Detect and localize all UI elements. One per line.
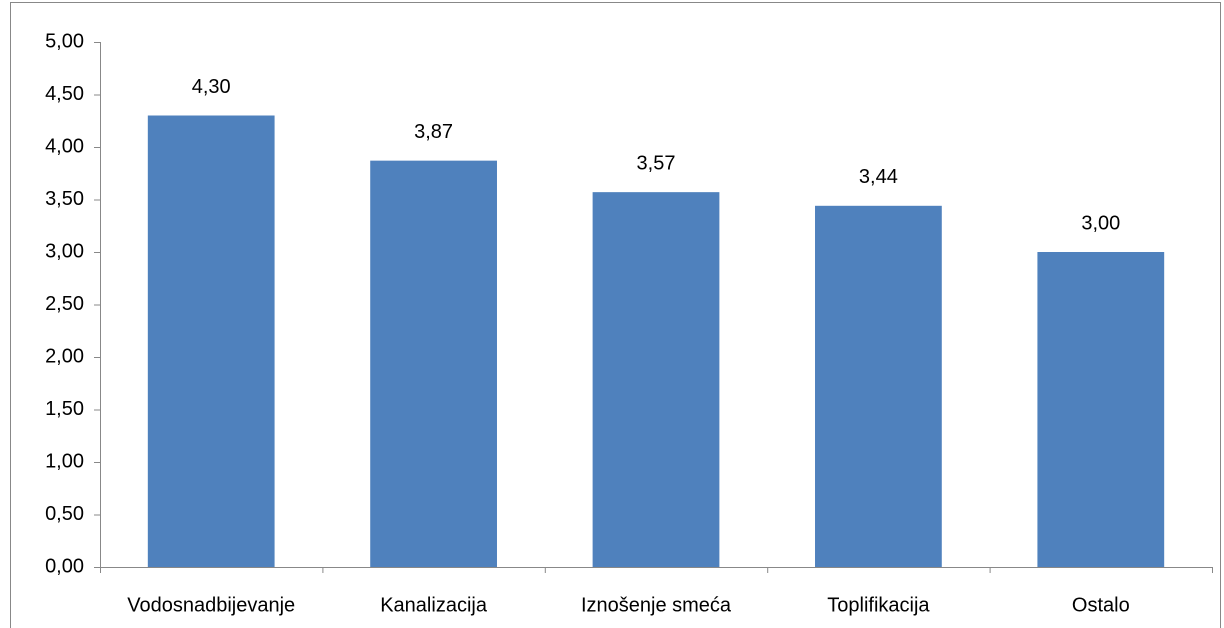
y-tick-label: 4,50 [45, 83, 84, 105]
y-tick-label: 1,00 [45, 450, 84, 472]
bar [1037, 252, 1165, 567]
x-tick-label: Ostalo [1072, 594, 1130, 616]
x-tick-label: Toplifikacija [827, 594, 930, 616]
data-label: 4,30 [192, 76, 231, 98]
bar [592, 192, 720, 567]
data-label: 3,00 [1081, 212, 1120, 234]
x-tick-label: Kanalizacija [380, 594, 488, 616]
y-tick-label: 1,50 [45, 398, 84, 420]
y-tick-label: 2,50 [45, 293, 84, 315]
x-tick-label: Vodosnadbijevanje [127, 594, 295, 616]
y-tick-label: 3,50 [45, 188, 84, 210]
y-tick-label: 3,00 [45, 240, 84, 262]
y-tick-label: 4,00 [45, 135, 84, 157]
data-label: 3,57 [637, 152, 676, 174]
y-tick-label: 0,50 [45, 503, 84, 525]
bar [815, 205, 942, 568]
y-tick-label: 0,00 [45, 555, 84, 577]
x-tick-label: Iznošenje smeća [581, 594, 732, 616]
bar [370, 160, 497, 567]
y-tick-label: 5,00 [45, 30, 84, 52]
data-label: 3,44 [859, 166, 898, 188]
y-tick-label: 2,00 [45, 345, 84, 367]
bar [147, 115, 275, 567]
data-label: 3,87 [414, 121, 453, 143]
chart-border [10, 2, 1221, 628]
